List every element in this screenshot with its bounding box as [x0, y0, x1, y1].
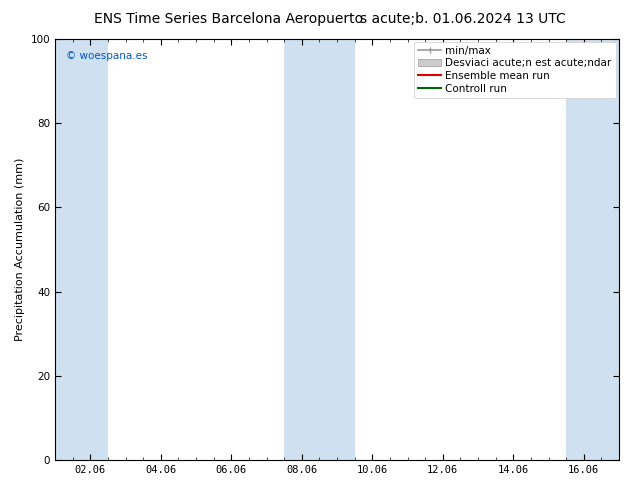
Text: s acute;b. 01.06.2024 13 UTC: s acute;b. 01.06.2024 13 UTC [360, 12, 566, 26]
Text: © woespana.es: © woespana.es [67, 51, 148, 61]
Text: ENS Time Series Barcelona Aeropuerto: ENS Time Series Barcelona Aeropuerto [94, 12, 363, 26]
Bar [284, 39, 354, 460]
Legend: min/max, Desviaci acute;n est acute;ndar, Ensemble mean run, Controll run: min/max, Desviaci acute;n est acute;ndar… [414, 42, 616, 98]
Y-axis label: Precipitation Accumulation (mm): Precipitation Accumulation (mm) [15, 158, 25, 341]
Bar [566, 39, 619, 460]
Bar [55, 39, 108, 460]
